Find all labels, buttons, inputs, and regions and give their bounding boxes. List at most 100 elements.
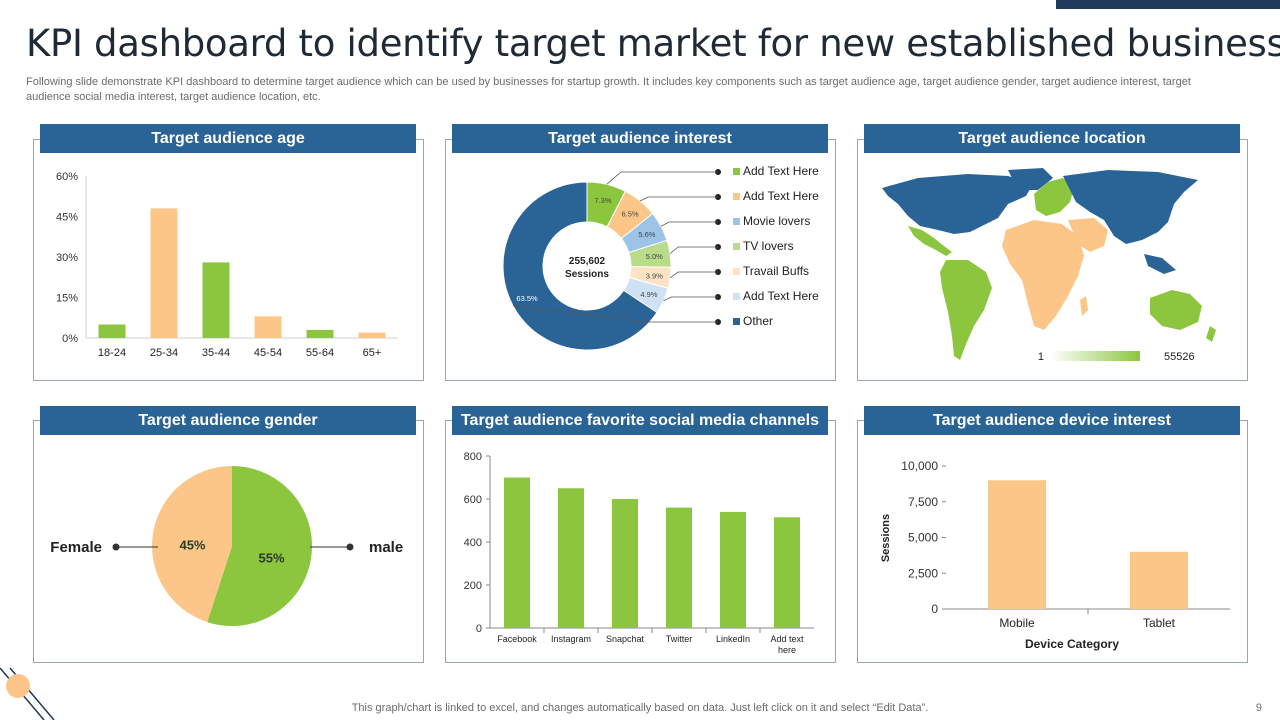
legend-swatch [733, 293, 740, 300]
bar[interactable] [150, 208, 178, 338]
bar[interactable] [988, 480, 1046, 609]
slice-value-label: 5.0% [646, 252, 663, 261]
y-tick-label: 400 [464, 537, 482, 549]
x-tick-label: Mobile [999, 616, 1035, 630]
legend-label: TV lovers [743, 239, 794, 253]
device-bar-chart[interactable]: 0 2,500 5,000 7,500 10,000 Mobile Tablet Device… [858, 440, 1246, 660]
leader-line [669, 246, 718, 254]
y-tick-label: 15% [56, 293, 78, 305]
x-tick-label: Add text [770, 634, 804, 644]
device-panel-header: Target audience device interest [864, 406, 1240, 435]
bar[interactable] [612, 499, 638, 628]
page-number: 9 [1255, 702, 1262, 714]
leader-line [639, 196, 718, 202]
legend-swatch [733, 218, 740, 225]
bar[interactable] [504, 477, 530, 629]
leader-line [663, 296, 718, 302]
legend-label: Add Text Here [743, 189, 819, 203]
x-tick-label: here [778, 645, 796, 655]
slice-value-label: 63.5% [516, 294, 538, 303]
y-tick-label: 0% [62, 333, 78, 345]
y-tick-label: 30% [56, 252, 78, 264]
leader-line [606, 171, 718, 185]
pie-slice[interactable] [207, 466, 312, 626]
x-tick-label: LinkedIn [716, 634, 750, 644]
bar[interactable] [666, 507, 692, 628]
x-tick-label: Twitter [666, 634, 693, 644]
legend-label: Add Text Here [743, 164, 819, 178]
x-tick-label: Tablet [1143, 616, 1176, 630]
page-title: KPI dashboard to identify target market … [26, 22, 1280, 65]
location-panel-header: Target audience location [864, 124, 1240, 153]
slice-value-label: 3.9% [646, 272, 663, 281]
page-subtitle: Following slide demonstrate KPI dashboar… [26, 76, 1191, 103]
corner-decoration [0, 667, 55, 720]
x-tick-label: 18-24 [98, 347, 126, 359]
pie-value-label: 45% [179, 538, 205, 553]
footer-note: This graph/chart is linked to excel, and… [351, 702, 929, 714]
location-world-map[interactable]: 1 55526 [858, 160, 1246, 378]
gender-pie-chart[interactable]: 55% 45% Female male [34, 440, 422, 660]
map-region-africa[interactable] [1002, 220, 1084, 330]
leader-line [512, 305, 718, 323]
donut-slice[interactable] [502, 181, 658, 351]
legend-label: Travail Buffs [743, 264, 809, 278]
slice-value-label: 7.3% [594, 196, 611, 205]
y-axis-title: Sessions [880, 514, 892, 562]
bar[interactable] [306, 329, 334, 338]
map-region-middle-east[interactable] [1068, 218, 1108, 252]
donut-center-value: 255,602 [569, 256, 606, 267]
map-region-madagascar[interactable] [1080, 296, 1088, 316]
map-region-south-america[interactable] [940, 260, 992, 360]
map-region-new-zealand[interactable] [1206, 326, 1216, 342]
leader-line [669, 271, 718, 279]
bar[interactable] [358, 332, 386, 338]
pie-value-label: 55% [258, 550, 284, 565]
x-tick-label: 35-44 [202, 347, 230, 359]
age-bar-chart[interactable]: 0% 15% 30% 45% 60% 18-24 25-34 35-44 45-54 55-64 6… [34, 160, 422, 378]
bar[interactable] [720, 511, 746, 628]
map-region-north-america[interactable] [882, 174, 1033, 234]
y-tick-label: 800 [464, 451, 482, 463]
y-tick-label: 600 [464, 494, 482, 506]
leader-line [660, 221, 718, 227]
legend-label: Add Text Here [743, 289, 819, 303]
bar[interactable] [254, 316, 282, 338]
female-label: Female [50, 539, 102, 556]
slice-value-label: 5.6% [638, 230, 655, 239]
y-tick-label: 200 [464, 580, 482, 592]
interest-donut-chart[interactable]: 7.3% Add Text Here 6.5% Add Text Here 5.6% Mo… [446, 160, 834, 378]
x-tick-label: Facebook [497, 634, 537, 644]
y-tick-label: 5,000 [908, 531, 938, 545]
x-tick-label: 45-54 [254, 347, 282, 359]
bar[interactable] [98, 324, 126, 339]
bar[interactable] [202, 262, 230, 338]
pie-slice[interactable] [152, 466, 232, 623]
y-tick-label: 0 [476, 623, 482, 635]
map-region-asia[interactable] [1063, 170, 1198, 244]
x-tick-label: 55-64 [306, 347, 334, 359]
legend-swatch [733, 318, 740, 325]
interest-panel-header: Target audience interest [452, 124, 828, 153]
bar[interactable] [1130, 551, 1188, 609]
legend-swatch [733, 168, 740, 175]
y-tick-label: 0 [931, 602, 938, 616]
y-tick-label: 45% [56, 212, 78, 224]
y-tick-label: 2,500 [908, 566, 938, 580]
map-region-central-america[interactable] [908, 226, 952, 256]
slice-value-label: 6.5% [621, 209, 638, 218]
age-panel-header: Target audience age [40, 124, 416, 153]
legend-label: Other [743, 314, 773, 328]
map-legend-max: 55526 [1164, 351, 1195, 363]
social-bar-chart[interactable]: 0 200 400 600 800 Facebook Instagram Snapchat Tw… [446, 440, 834, 660]
map-region-se-asia[interactable] [1144, 254, 1176, 274]
map-region-europe[interactable] [1034, 178, 1074, 216]
map-region-greenland[interactable] [1008, 168, 1053, 190]
female-dot [112, 543, 120, 551]
legend-swatch [733, 243, 740, 250]
bar[interactable] [558, 488, 584, 628]
map-region-australia[interactable] [1150, 290, 1202, 330]
bar[interactable] [774, 517, 800, 628]
slice-value-label: 4.9% [640, 290, 657, 299]
top-accent-bar [1056, 0, 1280, 9]
